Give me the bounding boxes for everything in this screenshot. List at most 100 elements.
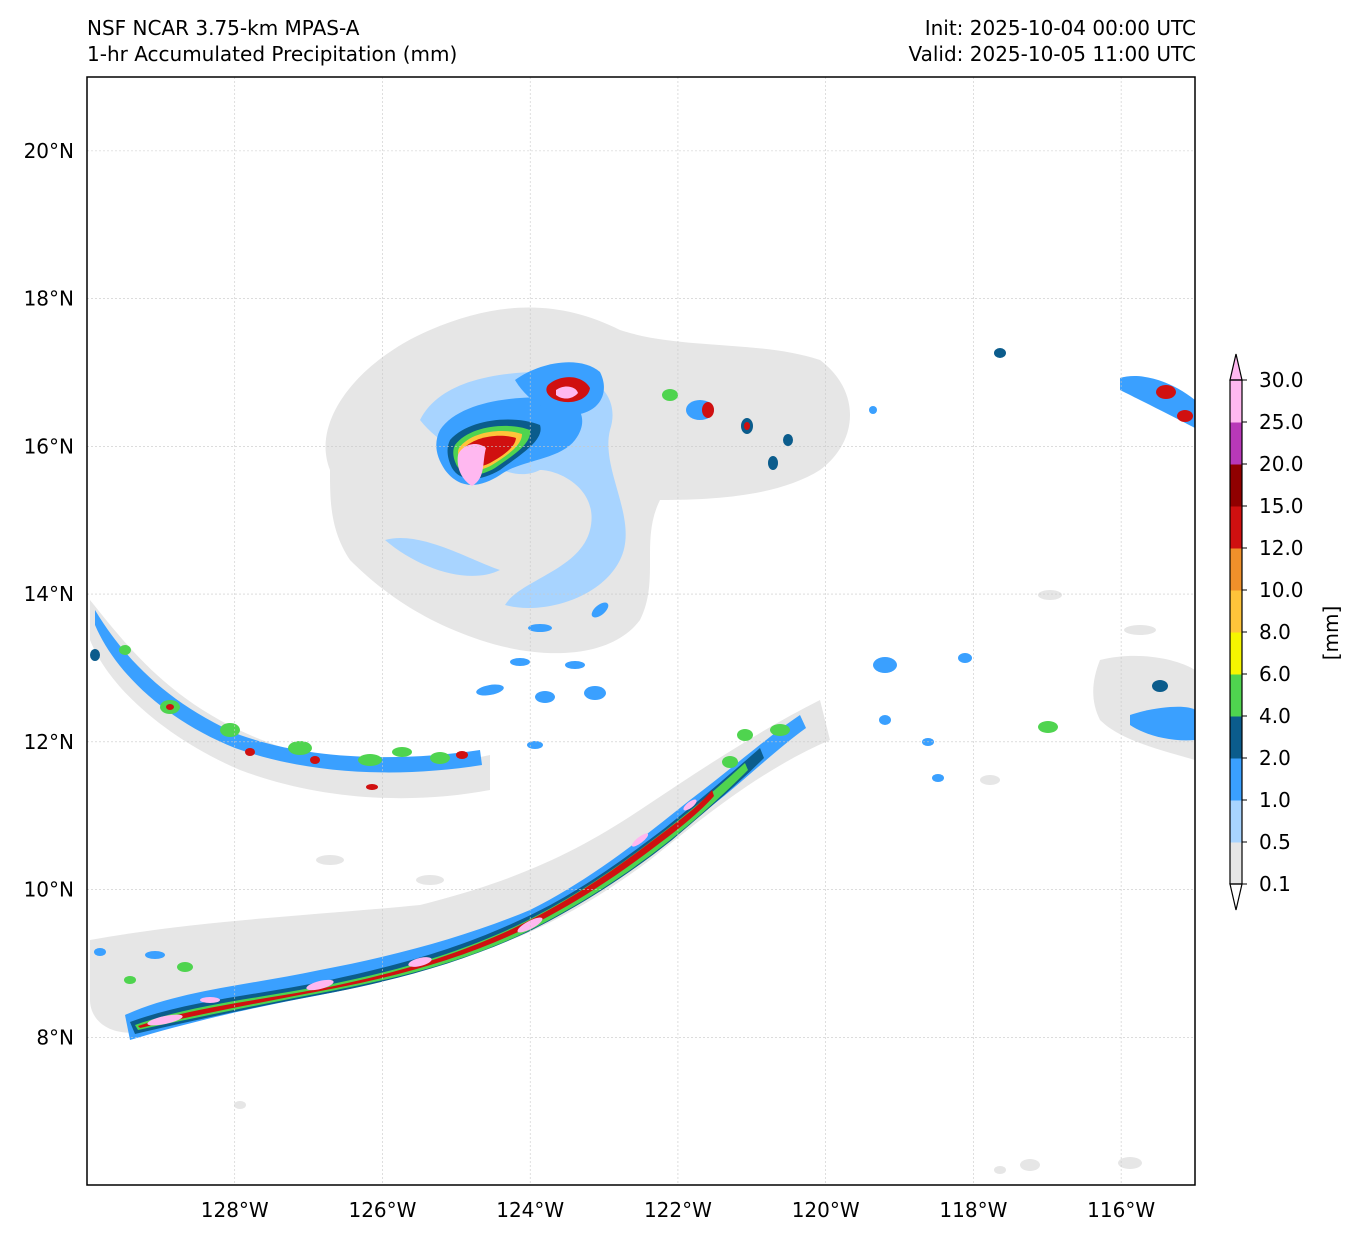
precip-area xyxy=(476,684,504,696)
precip-area xyxy=(770,724,790,736)
colorbar-segment xyxy=(1230,674,1242,717)
precip-area xyxy=(994,1166,1006,1174)
colorbar-segment xyxy=(1230,590,1242,633)
precipitation-field xyxy=(90,307,1195,1174)
colorbar-segment xyxy=(1230,464,1242,507)
lat-tick-label: 16°N xyxy=(24,434,74,458)
precip-area xyxy=(90,700,830,1033)
colorbar-level-label: 30.0 xyxy=(1259,368,1304,392)
precip-area xyxy=(873,657,897,673)
precip-area xyxy=(744,422,750,430)
colorbar-segment xyxy=(1230,506,1242,549)
precip-area xyxy=(737,729,753,741)
lon-tick-label: 120°W xyxy=(792,1198,860,1222)
precip-area xyxy=(456,751,468,759)
colorbar-min-arrow xyxy=(1229,883,1243,911)
init-time: Init: 2025-10-04 00:00 UTC xyxy=(924,16,1196,40)
lat-tick-label: 8°N xyxy=(36,1025,74,1049)
time-info: Init: 2025-10-04 00:00 UTC Valid: 2025-1… xyxy=(908,15,1196,67)
precip-area xyxy=(556,386,578,399)
precip-area xyxy=(430,752,450,764)
colorbar-level-label: 8.0 xyxy=(1259,620,1291,644)
colorbar-level-label: 20.0 xyxy=(1259,452,1304,476)
precip-area xyxy=(879,715,891,725)
lon-tick-label: 128°W xyxy=(201,1198,269,1222)
colorbar-segment xyxy=(1230,758,1242,801)
precip-area xyxy=(869,406,877,414)
precip-area xyxy=(768,456,778,470)
lon-tick-label: 118°W xyxy=(939,1198,1007,1222)
precip-area xyxy=(683,799,697,811)
precip-area xyxy=(408,957,432,967)
precip-area xyxy=(147,1014,183,1026)
precip-area xyxy=(1156,385,1176,399)
colorbar-level-label: 6.0 xyxy=(1259,662,1291,686)
precip-area xyxy=(535,691,555,703)
latitude-ticks: 20°N 18°N 16°N 14°N 12°N 10°N 8°N xyxy=(24,139,74,1049)
lon-tick-label: 116°W xyxy=(1087,1198,1155,1222)
colorbar-level-label: 0.1 xyxy=(1259,872,1291,896)
precip-area xyxy=(591,602,609,618)
colorbar-segment xyxy=(1230,716,1242,759)
colorbar-level-label: 12.0 xyxy=(1259,536,1304,560)
precip-area xyxy=(1118,1157,1142,1169)
colorbar: 0.1 0.5 1.0 2.0 4.0 6.0 8.0 10.0 12.0 15.0 20.0 25.… xyxy=(1229,353,1343,911)
precip-area xyxy=(200,997,220,1003)
colorbar-level-label: 0.5 xyxy=(1259,830,1291,854)
precip-area xyxy=(288,741,312,755)
precip-area xyxy=(631,833,649,847)
colorbar-level-label: 10.0 xyxy=(1259,578,1304,602)
precip-area xyxy=(177,962,193,972)
field-name: 1-hr Accumulated Precipitation (mm) xyxy=(87,42,458,66)
colorbar-level-label: 1.0 xyxy=(1259,788,1291,812)
lat-tick-label: 14°N xyxy=(24,582,74,606)
map-background xyxy=(87,77,1195,1185)
lon-tick-label: 126°W xyxy=(348,1198,416,1222)
precip-area xyxy=(980,775,1000,785)
precip-area xyxy=(119,645,131,655)
precip-area xyxy=(1130,706,1195,741)
precip-area xyxy=(90,649,100,661)
precip-area xyxy=(124,976,136,984)
colorbar-segment xyxy=(1230,380,1242,423)
colorbar-segment xyxy=(1230,842,1242,885)
precip-area xyxy=(932,774,944,782)
precip-area xyxy=(234,1101,246,1109)
precip-area xyxy=(385,537,500,576)
colorbar-segment xyxy=(1230,548,1242,591)
precip-area xyxy=(1120,376,1195,428)
colorbar-level-label: 15.0 xyxy=(1259,494,1304,518)
precip-area xyxy=(220,723,240,737)
precip-area xyxy=(1038,590,1062,600)
precip-area xyxy=(527,741,543,749)
precip-area xyxy=(783,434,793,446)
colorbar-segment xyxy=(1230,632,1242,675)
precip-area xyxy=(306,979,334,991)
precip-area xyxy=(1152,680,1168,692)
precip-area xyxy=(392,747,412,757)
colorbar-level-label: 2.0 xyxy=(1259,746,1291,770)
precip-area xyxy=(528,624,552,632)
valid-time: Valid: 2025-10-05 11:00 UTC xyxy=(908,42,1196,66)
colorbar-segment xyxy=(1230,800,1242,843)
precip-area xyxy=(662,389,678,401)
precip-area xyxy=(702,402,714,418)
precip-area xyxy=(1020,1159,1040,1171)
precip-area xyxy=(94,948,106,956)
lat-tick-label: 10°N xyxy=(24,878,74,902)
precip-area xyxy=(565,661,585,669)
map-title: NSF NCAR 3.75-km MPAS-A 1-hr Accumulated… xyxy=(87,15,457,67)
precip-area xyxy=(722,756,738,768)
precip-area xyxy=(366,784,378,790)
precip-area xyxy=(166,704,174,710)
lon-tick-label: 124°W xyxy=(496,1198,564,1222)
colorbar-unit-label: [mm] xyxy=(1319,606,1343,661)
colorbar-level-label: 25.0 xyxy=(1259,410,1304,434)
precip-area xyxy=(310,756,320,764)
precip-area xyxy=(457,444,486,486)
precip-area xyxy=(510,658,530,666)
model-name: NSF NCAR 3.75-km MPAS-A xyxy=(87,16,360,40)
precip-area xyxy=(1177,410,1193,422)
lat-tick-label: 18°N xyxy=(24,287,74,311)
